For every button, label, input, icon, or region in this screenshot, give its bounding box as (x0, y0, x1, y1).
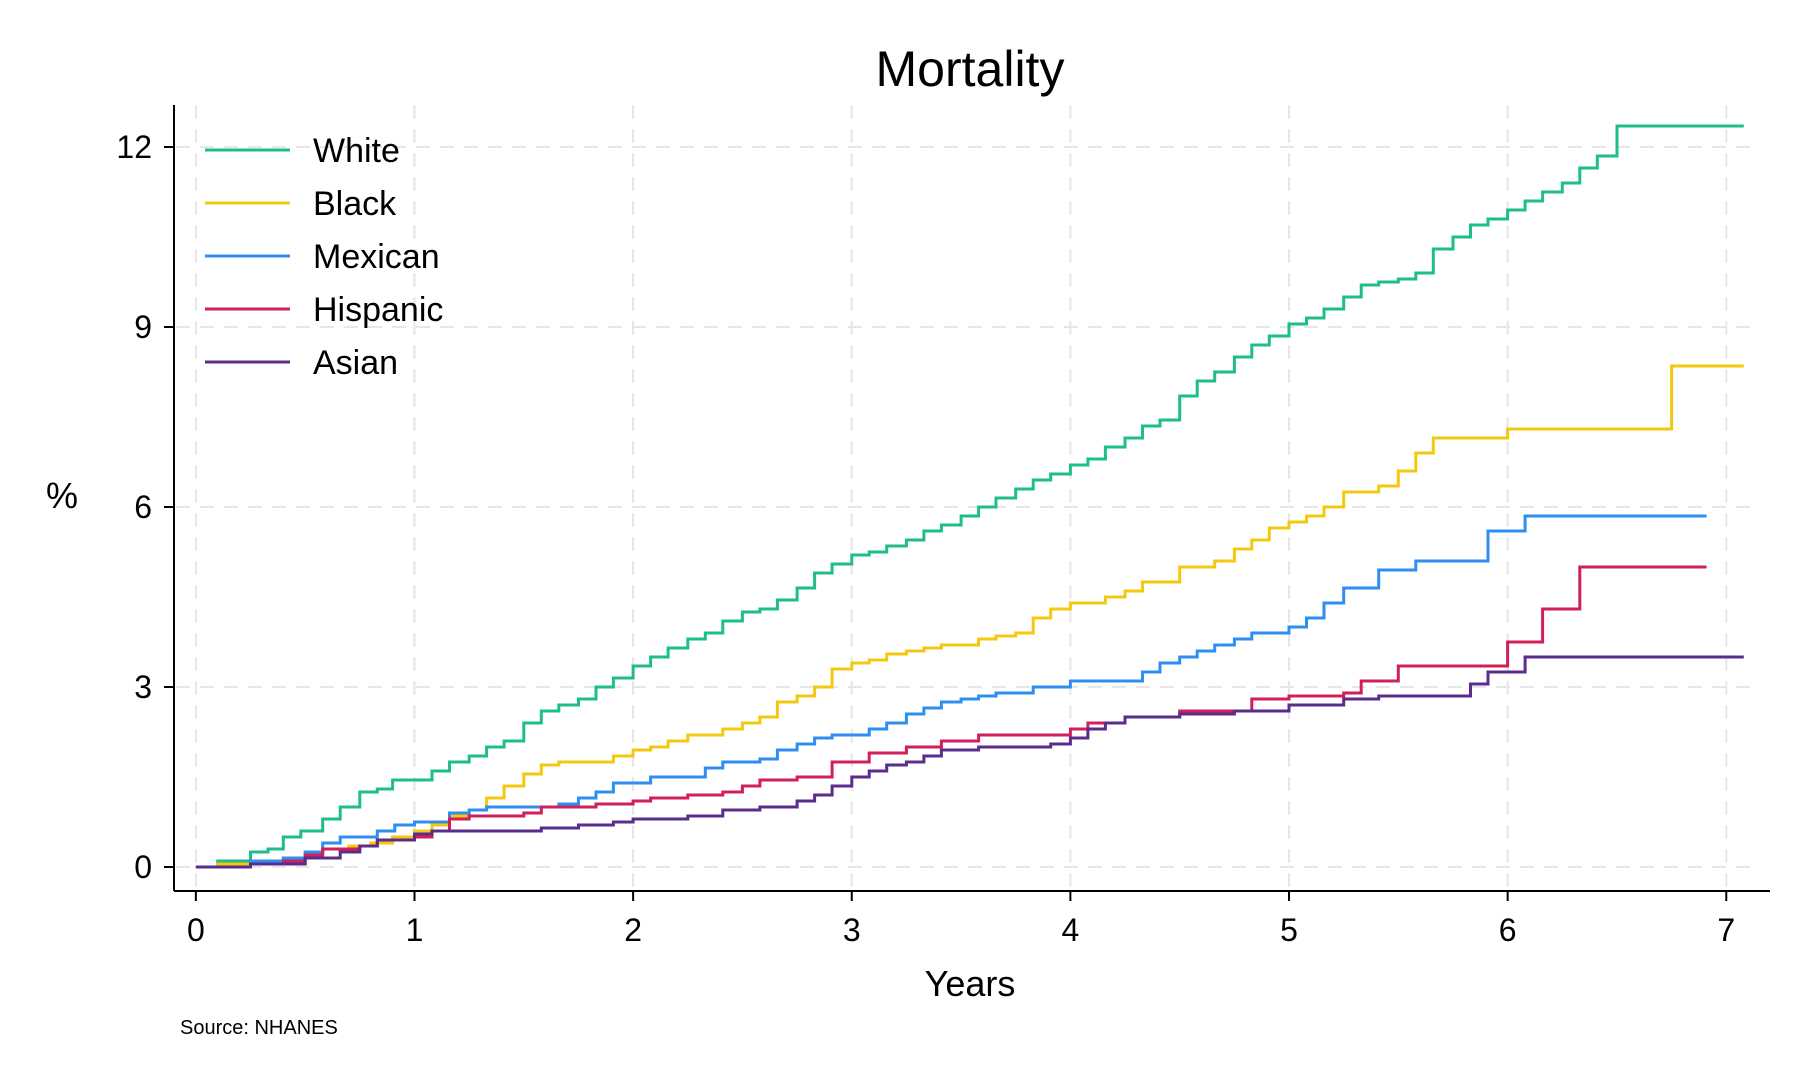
grid-layer (176, 105, 1760, 889)
legend-label-black: Black (313, 185, 397, 223)
legend-label-hispanic: Hispanic (313, 291, 443, 329)
series-line-asian (195, 655, 1744, 869)
x-tick-label: 2 (624, 912, 642, 948)
x-tick-label: 6 (1499, 912, 1517, 948)
legend: White Black Mexican Hispanic Asian (205, 132, 443, 382)
y-tick-label: 9 (134, 309, 152, 345)
y-tick-label: 0 (134, 849, 152, 885)
series-line-black (195, 364, 1744, 869)
x-tick-label: 5 (1280, 912, 1298, 948)
y-tick-label: 6 (134, 489, 152, 525)
legend-label-mexican: Mexican (313, 238, 440, 276)
source-note: Source: NHANES (180, 1017, 338, 1039)
x-tick-label: 0 (187, 912, 205, 948)
legend-label-white: White (313, 132, 400, 170)
x-tick-label: 4 (1061, 912, 1079, 948)
y-tick-label: 3 (134, 669, 152, 705)
y-axis-label: % (46, 475, 78, 516)
x-axis-label: Years (925, 963, 1016, 1004)
x-tick-label: 1 (406, 912, 424, 948)
x-tick-label: 3 (843, 912, 861, 948)
legend-label-asian: Asian (313, 344, 398, 382)
series-line-white (195, 124, 1744, 869)
chart-title: Mortality (876, 41, 1065, 97)
series-line-mexican (195, 514, 1707, 869)
series-layer (195, 124, 1744, 869)
x-tick-label: 7 (1717, 912, 1735, 948)
y-tick-label: 12 (116, 129, 152, 165)
